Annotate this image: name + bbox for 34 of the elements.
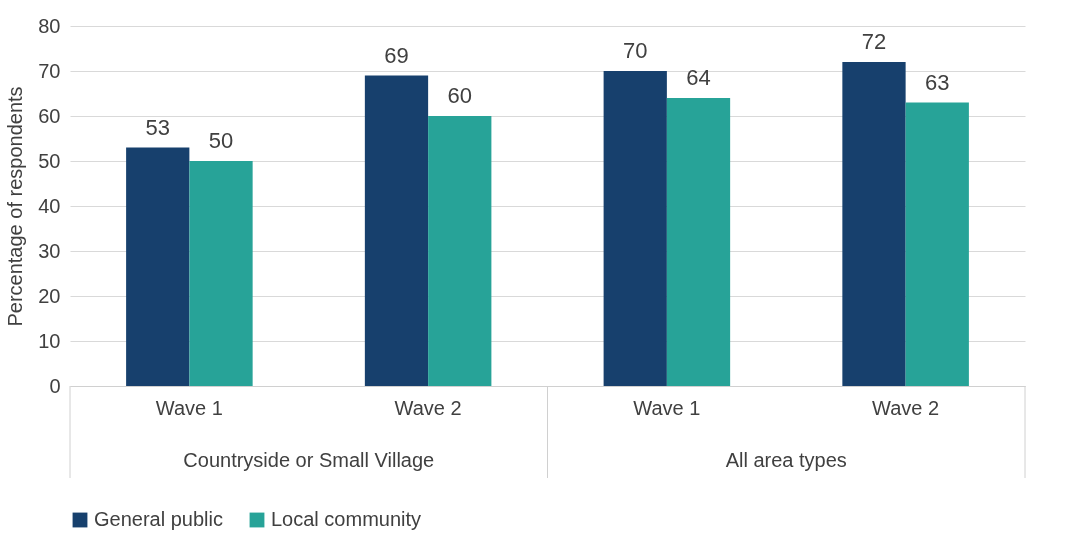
bar (126, 147, 190, 386)
text: Countryside or Small Village (183, 449, 435, 471)
text: All area types (725, 449, 847, 471)
y-axis-title: Percentage of respondents (4, 86, 27, 327)
y-tick-label: 40 (38, 194, 61, 217)
y-tick-label: 0 (49, 374, 61, 397)
x-tick-label: Wave 1 (155, 396, 223, 419)
data-label: 60 (447, 83, 472, 108)
x-tick-label: Wave 2 (872, 396, 940, 419)
y-tick-label: 50 (38, 149, 61, 172)
data-label: 64 (686, 65, 711, 90)
bar (189, 161, 253, 386)
bar (905, 102, 969, 386)
y-tick-label: 30 (38, 239, 61, 262)
y-tick-label: 20 (38, 284, 61, 307)
bar (666, 98, 731, 386)
data-label: 53 (145, 114, 170, 140)
bar (842, 62, 906, 386)
bar (603, 71, 667, 386)
data-label: 70 (623, 38, 648, 63)
bar (428, 116, 492, 386)
y-tick-label: 10 (38, 329, 61, 352)
data-label: 69 (384, 42, 409, 68)
legend-label: Local community (271, 508, 422, 530)
data-label: 50 (208, 128, 234, 153)
x-tick-label: Wave 2 (394, 396, 462, 419)
bar (364, 75, 429, 386)
y-tick-label: 70 (38, 59, 61, 82)
data-label: 72 (861, 29, 887, 54)
data-label: 63 (925, 69, 950, 95)
legend-label: General public (94, 508, 223, 530)
y-tick-label: 80 (38, 14, 61, 37)
x-tick-label: Wave 1 (633, 396, 701, 419)
y-tick-label: 60 (38, 104, 61, 127)
